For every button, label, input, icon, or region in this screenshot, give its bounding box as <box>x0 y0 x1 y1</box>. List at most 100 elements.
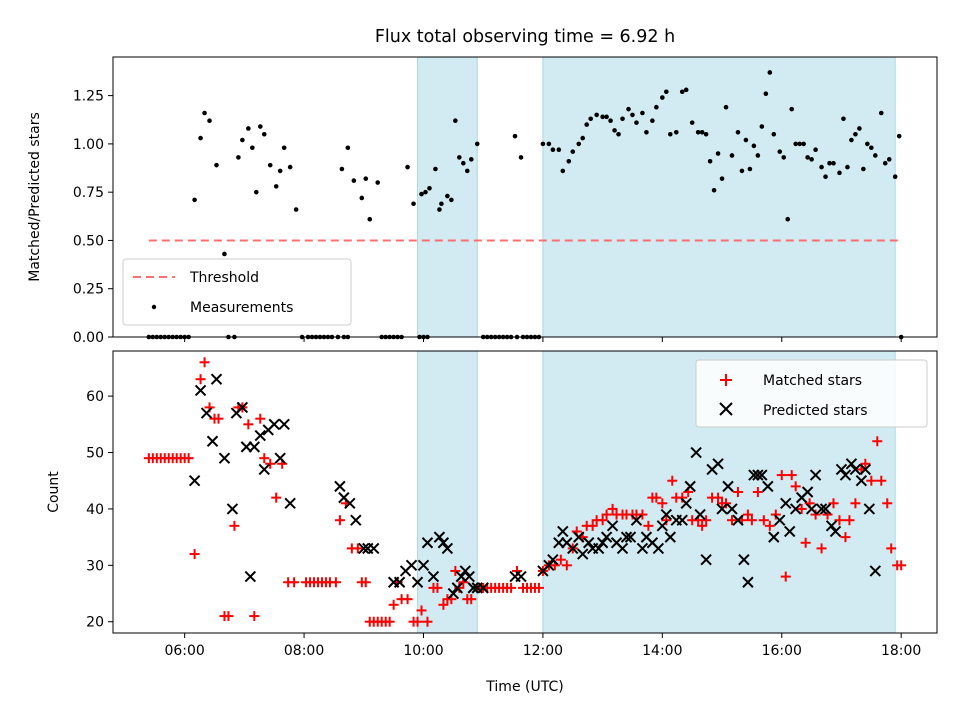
matched-point <box>816 543 827 554</box>
predicted-point <box>194 384 207 397</box>
predicted-point <box>694 508 706 521</box>
matched-point <box>195 374 206 385</box>
measurement-point <box>250 145 255 151</box>
predicted-point-b <box>726 503 738 515</box>
predicted-point <box>405 559 418 572</box>
measurement-point <box>813 147 818 152</box>
matched-point <box>388 599 399 610</box>
measurement-point <box>460 160 466 166</box>
predicted-point-b <box>835 463 848 476</box>
predicted-point-b <box>338 491 350 504</box>
predicted-point-b <box>756 469 768 481</box>
measurement-point <box>831 160 836 166</box>
matched-point <box>800 537 811 548</box>
plot-frame <box>112 350 938 634</box>
measurement-point <box>588 116 593 122</box>
legend-threshold-label: Threshold <box>189 270 259 286</box>
measurement-point <box>751 143 757 149</box>
measurement-point <box>293 207 299 212</box>
matched-point <box>587 520 598 531</box>
measurement-point <box>882 160 888 166</box>
predicted-point-b <box>855 475 868 487</box>
predicted-point <box>859 463 872 476</box>
predicted-point-b <box>254 429 266 442</box>
predicted-point <box>411 576 424 588</box>
measurement-point <box>695 130 701 135</box>
ratio-axes: 0.00 0.25 0.50 0.75 1.00 1.25 <box>73 56 938 346</box>
predicted-point <box>200 407 213 419</box>
y-tick-label: 30 <box>86 558 104 574</box>
matched-point <box>352 543 363 554</box>
measurement-point <box>789 106 795 112</box>
predicted-point-b <box>805 503 818 515</box>
measurement-point <box>608 118 613 124</box>
matched-point <box>896 560 907 571</box>
measurement-point <box>797 141 802 147</box>
predicted-point <box>437 537 450 549</box>
measurement-point <box>580 135 586 141</box>
count-axes: 06:00 08:00 10:00 12:00 14:00 16:00 18:00 20 30 4… <box>86 350 938 659</box>
measurement-point <box>654 104 659 110</box>
matched-point <box>199 357 210 368</box>
y-tick-label: 1.25 <box>73 89 104 105</box>
measurement-point <box>892 174 898 180</box>
predicted-point <box>447 587 460 600</box>
matched-point <box>840 532 851 543</box>
y-tick-label: 50 <box>86 446 104 462</box>
predicted-point <box>592 542 605 555</box>
y-tick-label: 40 <box>86 502 104 518</box>
predicted-point <box>839 469 852 481</box>
legend-measurements-swatch <box>151 304 157 310</box>
measurement-point <box>759 124 765 129</box>
measurement-point <box>214 162 219 168</box>
predicted-point-b <box>515 570 527 583</box>
matched-point <box>746 515 757 526</box>
predicted-point-b <box>652 542 665 555</box>
measurement-point <box>781 155 787 160</box>
measurement-point <box>449 197 454 203</box>
measurement-point <box>793 141 798 147</box>
measurement-point <box>405 164 410 170</box>
measurement-point <box>729 153 735 158</box>
measurement-point <box>433 166 438 172</box>
predicted-point <box>577 548 589 560</box>
predicted-point <box>636 542 649 555</box>
measurement-point <box>273 184 279 189</box>
predicted-point-b <box>646 537 659 549</box>
matched-point <box>637 509 648 520</box>
matched-point <box>810 509 821 520</box>
matched-point <box>752 487 763 497</box>
measurement-point <box>857 126 862 131</box>
measurement-point <box>683 87 689 93</box>
y-tick-label: 60 <box>86 389 104 405</box>
predicted-point <box>762 480 774 493</box>
measurement-point <box>281 145 287 151</box>
measurement-point <box>612 128 617 133</box>
matched-point <box>213 413 224 424</box>
predicted-point <box>258 463 270 476</box>
predicted-point-b <box>700 553 712 566</box>
measurement-point <box>664 89 669 95</box>
predicted-point-b <box>859 463 872 476</box>
predicted-point <box>756 469 768 481</box>
legend-predicted-swatch <box>719 402 733 416</box>
predicted-point-b <box>789 503 802 515</box>
predicted-point-b <box>676 514 688 526</box>
predicted-point <box>278 418 290 431</box>
predicted-point-b <box>620 531 633 543</box>
matched-point <box>597 515 608 526</box>
matched-point <box>886 543 897 554</box>
measurement-point <box>254 189 259 195</box>
measurement-point <box>679 89 685 95</box>
x-tick-label: 08:00 <box>284 643 324 659</box>
measurement-point <box>747 166 753 172</box>
matched-point <box>742 509 753 520</box>
predicted-point-b <box>869 565 882 577</box>
matched-point <box>422 616 433 627</box>
predicted-point-b <box>567 542 579 555</box>
count-panel: 06:00 08:00 10:00 12:00 14:00 16:00 18:00 20 30 4… <box>46 350 938 659</box>
measurement-point <box>359 195 365 201</box>
ratio-panel: 0.00 0.25 0.50 0.75 1.00 1.25 Matched/Predict… <box>27 56 938 346</box>
measurement-point <box>739 168 745 174</box>
predicted-point-b <box>405 559 418 572</box>
